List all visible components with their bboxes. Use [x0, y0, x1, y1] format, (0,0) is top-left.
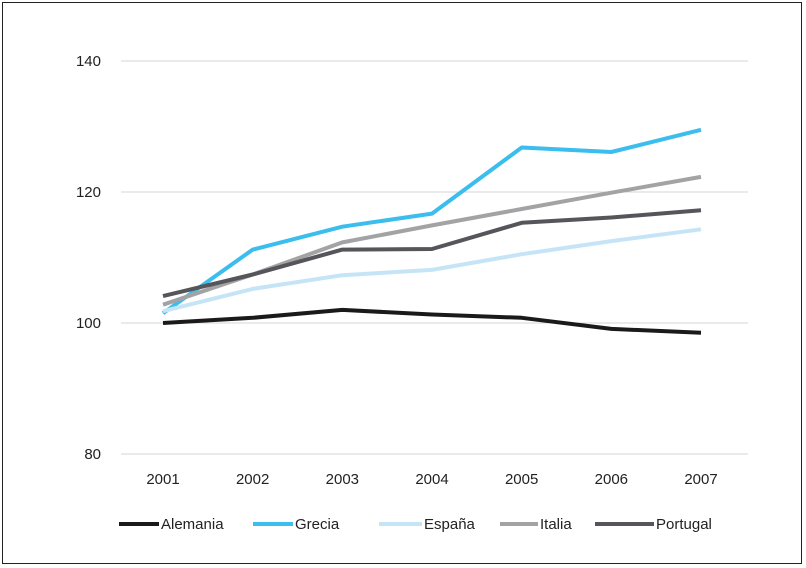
y-tick-label: 140	[76, 53, 101, 70]
legend-label-portugal: Portugal	[656, 516, 712, 533]
series-line-portugal	[162, 208, 702, 299]
legend-label-italia: Italia	[540, 516, 572, 533]
series-line-grecia	[161, 127, 702, 315]
gridlines	[121, 60, 748, 455]
y-tick-label: 120	[76, 184, 101, 201]
legend-label-alemania: Alemania	[161, 516, 224, 533]
x-tick-label: 2001	[146, 471, 179, 488]
series-line-españa	[162, 227, 702, 314]
x-tick-label: 2006	[595, 471, 628, 488]
x-axis-ticks: 2001 2002 2003 2004 2005 2006 2007	[146, 471, 717, 488]
legend: Alemania Grecia España Italia Portugal	[119, 516, 712, 533]
legend-label-españa: España	[424, 516, 476, 533]
x-tick-label: 2003	[326, 471, 359, 488]
series-lines	[161, 127, 702, 335]
series-line-alemania	[162, 307, 702, 335]
x-tick-label: 2007	[684, 471, 717, 488]
x-tick-label: 2004	[415, 471, 448, 488]
x-tick-label: 2005	[505, 471, 538, 488]
y-tick-label: 100	[76, 315, 101, 332]
y-axis-ticks: 80 100 120 140	[76, 53, 101, 463]
x-tick-label: 2002	[236, 471, 269, 488]
y-tick-label: 80	[84, 446, 101, 463]
legend-label-grecia: Grecia	[295, 516, 340, 533]
